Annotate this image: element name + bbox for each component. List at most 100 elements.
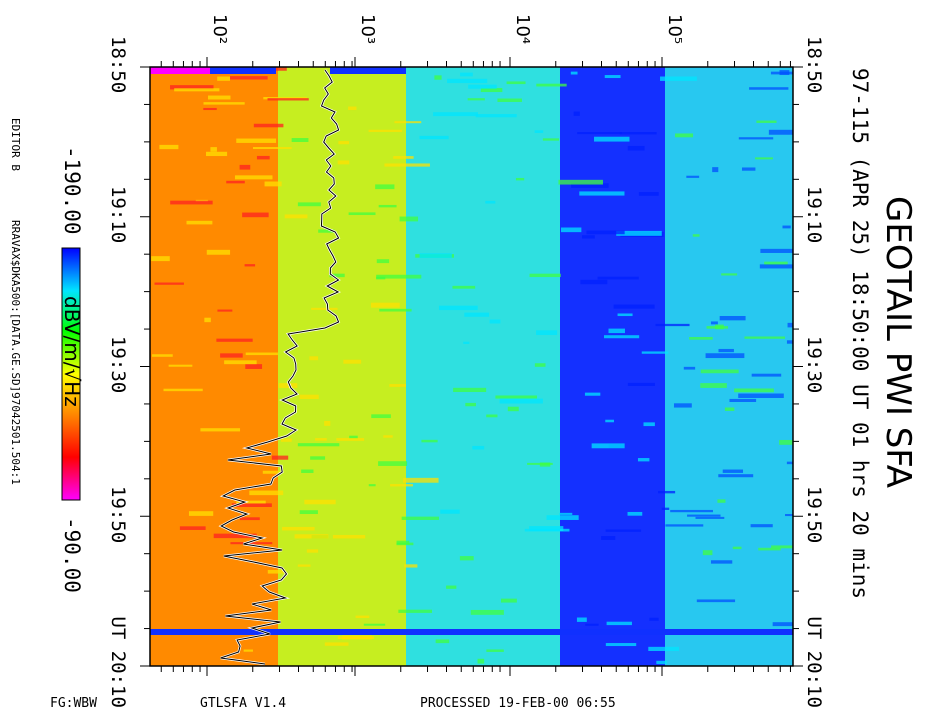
- spectral-streak: [485, 200, 496, 204]
- axis-ticks: [140, 57, 803, 676]
- spectral-streak: [689, 336, 713, 340]
- spectral-streak: [710, 321, 718, 325]
- spectral-streak: [188, 511, 214, 516]
- spectral-streak: [249, 490, 284, 496]
- spectral-streak: [220, 353, 243, 358]
- spectral-streak: [236, 138, 277, 143]
- spectral-streak: [205, 151, 228, 157]
- spectral-streak: [421, 439, 438, 443]
- spectral-streak: [586, 230, 625, 235]
- spectral-streak: [399, 216, 419, 222]
- spectral-streak: [200, 428, 241, 432]
- spectral-streak: [627, 145, 645, 151]
- spectral-streak: [732, 546, 742, 550]
- spectral-streak: [459, 556, 474, 561]
- y-tick-label-left: 19:10: [107, 186, 129, 243]
- spectral-streak: [440, 509, 460, 514]
- spectral-streak: [560, 227, 582, 233]
- spectral-streak: [446, 585, 457, 589]
- spectral-streak: [608, 328, 625, 334]
- spectral-streak: [787, 322, 793, 328]
- gap-bar: [150, 629, 793, 635]
- power-trace: [220, 69, 340, 665]
- spectral-streak: [230, 542, 273, 545]
- spectral-streak: [170, 85, 214, 90]
- spectral-streak: [315, 438, 327, 441]
- spectral-streak: [546, 515, 579, 520]
- colorbar: [61, 247, 81, 501]
- spectral-streak: [760, 248, 793, 253]
- spectral-streak: [579, 191, 625, 196]
- spectral-streak: [452, 285, 476, 289]
- spectral-streak: [744, 336, 786, 339]
- spectral-streak: [206, 249, 231, 255]
- spectral-streak: [453, 387, 487, 393]
- spectral-streak: [529, 273, 561, 278]
- spectral-streak: [468, 84, 497, 89]
- spectral-streak: [332, 534, 366, 539]
- gap-bar: [210, 67, 276, 74]
- spectral-streak: [475, 114, 517, 118]
- spectral-streak: [438, 305, 478, 311]
- spectral-streak: [337, 160, 350, 165]
- spectral-streak: [324, 421, 331, 426]
- spectral-streak: [216, 338, 253, 342]
- spectral-streak: [559, 512, 573, 515]
- spectral-streak: [721, 273, 738, 276]
- spectral-streak: [772, 622, 793, 627]
- spectral-streak: [291, 138, 309, 142]
- spectral-streak: [591, 443, 625, 449]
- spectral-streak: [349, 435, 358, 439]
- band-region: [560, 67, 665, 666]
- spectral-streak: [203, 102, 245, 105]
- spectral-streak: [371, 414, 391, 419]
- spectral-streak: [383, 435, 393, 438]
- spectral-streak: [378, 461, 408, 466]
- spectral-streak: [477, 658, 485, 664]
- spectral-streak: [686, 175, 700, 178]
- colorbar-max-label: -90.00: [60, 517, 84, 593]
- spectral-streak: [203, 107, 217, 111]
- spectral-streak: [186, 220, 213, 225]
- spectral-streak: [447, 78, 488, 84]
- spectral-streak: [486, 649, 504, 652]
- spectral-streak: [396, 542, 414, 546]
- spectral-streak: [585, 623, 599, 626]
- spectral-streak: [489, 319, 501, 324]
- spectral-streak: [348, 212, 376, 216]
- x-tick-label: 10⁴: [512, 14, 533, 44]
- spectral-streak: [582, 235, 595, 239]
- spectral-streak: [584, 392, 601, 396]
- spectral-streak: [741, 167, 756, 171]
- spectral-streak: [213, 533, 257, 539]
- spectral-streak: [297, 202, 321, 207]
- spectral-streak: [536, 83, 567, 87]
- spectral-streak: [433, 112, 478, 117]
- spectral-streak: [785, 513, 793, 517]
- spectral-streak: [506, 81, 526, 85]
- spectral-streak: [378, 204, 397, 208]
- spectral-streak: [724, 407, 735, 411]
- spectral-streak: [542, 138, 560, 141]
- spectral-streak: [571, 183, 609, 188]
- spectral-streak: [779, 439, 793, 445]
- spectral-streak: [419, 135, 449, 140]
- spectral-streak: [271, 455, 289, 460]
- spectral-streak: [245, 352, 278, 356]
- spectral-streak: [434, 75, 442, 80]
- spectral-streak: [649, 617, 659, 621]
- spectral-streak: [515, 177, 525, 181]
- spectral-streak: [534, 130, 544, 133]
- spectral-streak: [464, 312, 490, 317]
- band-region: [406, 67, 560, 666]
- spectral-streak: [337, 636, 375, 640]
- spectral-streak: [750, 524, 773, 528]
- spectral-streak: [619, 132, 657, 135]
- spectral-streak: [605, 419, 614, 423]
- spectral-streak: [706, 326, 729, 329]
- spectral-streak: [601, 536, 616, 540]
- spectral-streak: [712, 167, 719, 173]
- spectral-streak: [770, 71, 793, 75]
- spectral-streak: [419, 253, 452, 258]
- spectral-streak: [573, 111, 580, 116]
